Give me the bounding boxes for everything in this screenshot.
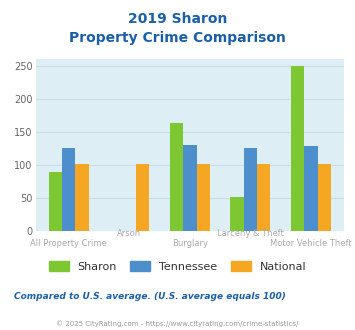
Bar [183,145,197,231]
Text: Larceny & Theft: Larceny & Theft [217,229,284,238]
Bar [304,146,318,231]
Text: Arson: Arson [117,229,141,238]
Text: Burglary: Burglary [172,239,208,248]
Bar [62,148,76,231]
Bar [170,123,183,231]
Bar [230,197,244,231]
Bar [197,164,210,231]
Bar [136,164,149,231]
Bar [257,164,271,231]
Text: Property Crime Comparison: Property Crime Comparison [69,31,286,45]
Text: 2019 Sharon: 2019 Sharon [128,12,227,25]
Bar [318,164,331,231]
Text: Motor Vehicle Theft: Motor Vehicle Theft [270,239,352,248]
Bar [244,148,257,231]
Text: All Property Crime: All Property Crime [31,239,107,248]
Text: © 2025 CityRating.com - https://www.cityrating.com/crime-statistics/: © 2025 CityRating.com - https://www.city… [56,320,299,327]
Bar [291,66,304,231]
Bar [49,172,62,231]
Bar [76,164,89,231]
Text: Compared to U.S. average. (U.S. average equals 100): Compared to U.S. average. (U.S. average … [14,292,286,301]
Legend: Sharon, Tennessee, National: Sharon, Tennessee, National [49,261,306,272]
